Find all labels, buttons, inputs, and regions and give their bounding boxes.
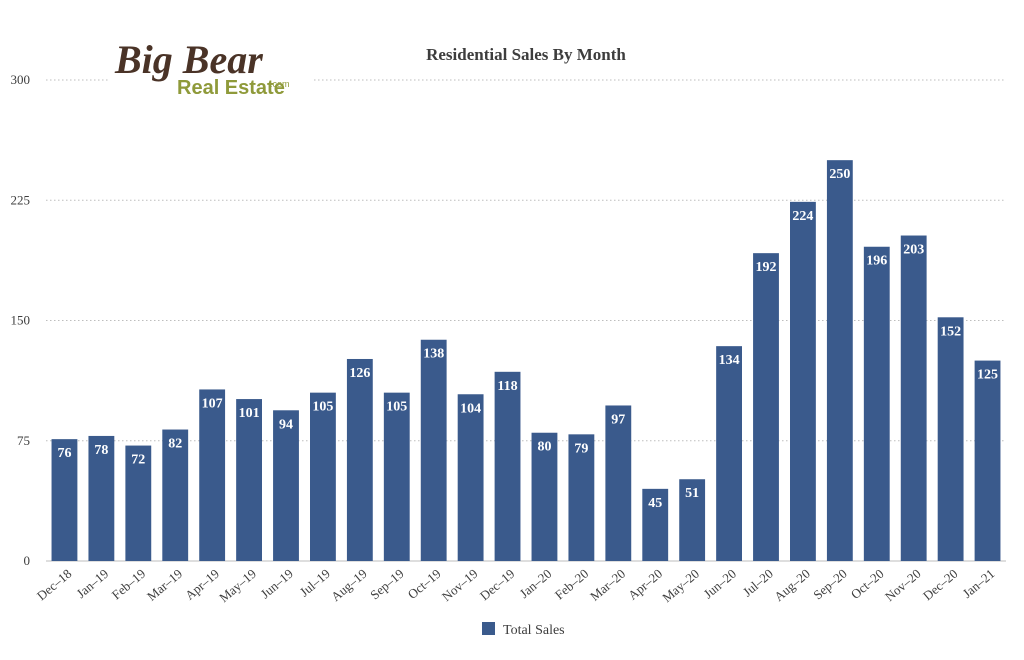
data-label: 107: [202, 396, 223, 411]
x-axis-ticks: Dec–18 Jan–19Feb–19Mar–19Apr–19May–19Jun–…: [34, 566, 998, 605]
bar[interactable]: [716, 346, 742, 561]
data-label: 152: [940, 324, 961, 339]
data-label: 125: [977, 368, 998, 383]
bar[interactable]: [162, 429, 189, 561]
data-label: 203: [903, 243, 924, 258]
bar[interactable]: [310, 392, 336, 561]
data-label: 250: [829, 167, 850, 182]
x-tick-label: Aug–19: [328, 566, 370, 604]
bar[interactable]: [236, 399, 262, 561]
legend-swatch-total-sales[interactable]: [482, 622, 495, 635]
bar[interactable]: [790, 201, 816, 561]
logo-line2: Real Estate: [177, 77, 285, 99]
bar[interactable]: [900, 235, 927, 562]
bar[interactable]: [863, 246, 890, 561]
data-labels: 76 78 72 82 107 101 94 105 126 105 138 104 118 80 79 97…: [57, 167, 998, 511]
data-label: 224: [792, 209, 813, 224]
x-tick-label: Oct–20: [848, 566, 887, 602]
data-label: 134: [719, 353, 740, 368]
y-tick-label: 150: [11, 313, 31, 328]
x-tick-label: Jul–20: [740, 566, 776, 600]
bar[interactable]: [531, 432, 558, 561]
legend-label-total-sales[interactable]: Total Sales: [503, 623, 565, 638]
x-tick-label: Mar–19: [144, 566, 185, 604]
x-tick-label: Jan–19: [73, 566, 111, 601]
x-tick-label: Nov–20: [882, 566, 924, 604]
bars: [51, 160, 1001, 562]
bar[interactable]: [937, 317, 964, 561]
data-label: 51: [685, 486, 699, 501]
x-tick-label: Dec–20: [920, 566, 961, 603]
x-tick-label: Jun–20: [701, 566, 739, 602]
bar[interactable]: [679, 479, 706, 561]
x-tick-label: Dec–19: [477, 566, 518, 603]
bar[interactable]: [51, 439, 78, 561]
bar[interactable]: [346, 358, 373, 561]
bar[interactable]: [125, 445, 152, 561]
x-tick-label: Aug–20: [771, 566, 813, 604]
data-label: 126: [349, 366, 370, 381]
y-tick-label: 75: [17, 433, 30, 448]
legend: Total Sales: [482, 622, 565, 638]
logo-suffix: .com: [270, 79, 290, 89]
logo: Big Bear Real Estate .com: [108, 36, 314, 102]
data-label: 97: [611, 412, 625, 427]
bar[interactable]: [826, 160, 853, 561]
bar[interactable]: [753, 253, 779, 561]
x-tick-label: Jun–19: [258, 566, 296, 602]
bar[interactable]: [494, 371, 521, 561]
data-label: 101: [239, 406, 260, 421]
x-tick-label: Dec–18: [34, 566, 75, 603]
bar[interactable]: [974, 360, 1001, 561]
data-label: 105: [386, 400, 407, 415]
data-label: 138: [423, 347, 444, 362]
bar[interactable]: [605, 405, 632, 561]
data-label: 78: [94, 443, 108, 458]
x-tick-label: Jan–21: [960, 566, 998, 601]
data-label: 45: [648, 496, 662, 511]
bar[interactable]: [420, 339, 447, 561]
data-label: 80: [537, 440, 551, 455]
x-tick-label: May–20: [659, 566, 702, 605]
data-label: 104: [460, 401, 481, 416]
x-tick-label: Apr–20: [625, 566, 665, 603]
y-tick-label: 300: [11, 72, 31, 87]
x-tick-label: Oct–19: [405, 566, 444, 602]
data-label: 196: [866, 254, 887, 269]
x-tick-label: Sep–19: [367, 566, 407, 603]
bar[interactable]: [88, 435, 115, 561]
x-tick-label: Mar–20: [587, 566, 628, 604]
x-tick-label: Jan–20: [517, 566, 555, 601]
bar[interactable]: [273, 410, 299, 561]
y-tick-label: 225: [11, 192, 31, 207]
x-tick-label: Nov–19: [439, 566, 481, 604]
data-label: 192: [756, 260, 777, 275]
bar[interactable]: [199, 389, 226, 561]
data-label: 72: [131, 453, 145, 468]
bar[interactable]: [457, 394, 484, 561]
data-label: 79: [574, 441, 588, 456]
bar[interactable]: [568, 434, 595, 561]
bar[interactable]: [642, 488, 669, 561]
x-tick-label: Feb–20: [552, 566, 592, 603]
chart-title: Residential Sales By Month: [426, 45, 626, 64]
x-tick-label: Sep–20: [810, 566, 850, 603]
x-tick-label: Apr–19: [182, 566, 222, 603]
x-tick-label: Feb–19: [109, 566, 149, 603]
x-tick-label: May–19: [216, 566, 259, 605]
data-label: 94: [279, 417, 293, 432]
grid-lines: [46, 79, 1006, 562]
logo-background: [108, 36, 314, 102]
logo-line1: Big Bear: [114, 37, 263, 82]
data-label: 118: [497, 379, 517, 394]
data-label: 82: [168, 437, 182, 452]
y-tick-label: 0: [24, 553, 31, 568]
data-label: 76: [57, 446, 71, 461]
bar[interactable]: [383, 392, 410, 561]
x-tick-label: Jul–19: [297, 566, 333, 600]
y-axis-ticks: 0 75 150 225 300: [11, 72, 31, 568]
data-label: 105: [312, 400, 333, 415]
